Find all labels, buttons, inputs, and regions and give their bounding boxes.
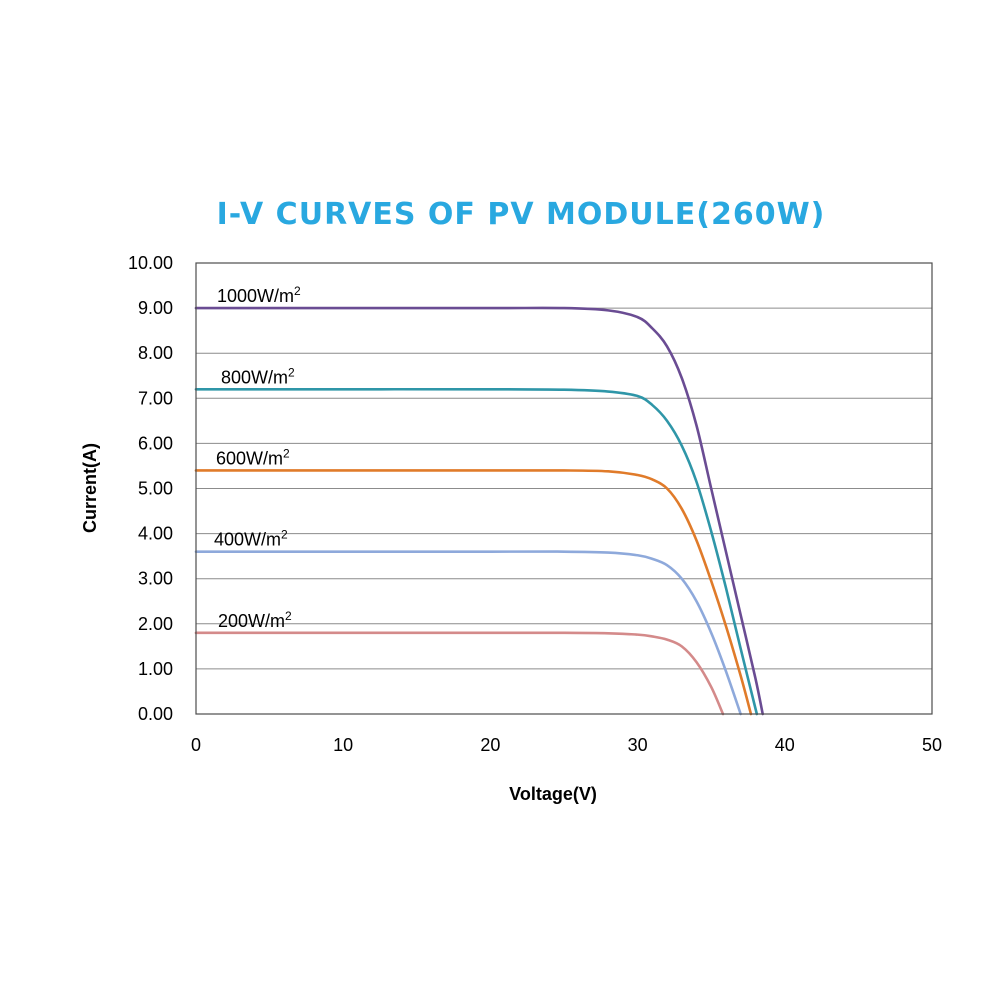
y-tick-label: 7.00 [138, 388, 173, 408]
x-tick-label: 50 [922, 735, 942, 755]
y-axis-ticks: 0.00 1.00 2.00 3.00 4.00 5.00 6.00 7.00 8.00 9.00… [128, 253, 173, 724]
y-tick-label: 4.00 [138, 524, 173, 544]
series-label: 400W/m2 [214, 528, 288, 550]
x-tick-label: 30 [628, 735, 648, 755]
y-axis-title: Current(A) [80, 443, 100, 533]
y-tick-label: 10.00 [128, 253, 173, 273]
chart-title: I-V CURVES OF PV MODULE(260W) [217, 197, 826, 232]
x-tick-label: 10 [333, 735, 353, 755]
series-curves [194, 306, 765, 716]
plot-area-frame [195, 262, 933, 715]
y-tick-label: 9.00 [138, 298, 173, 318]
y-tick-label: 5.00 [138, 479, 173, 499]
y-tick-label: 2.00 [138, 614, 173, 634]
series-label: 600W/m2 [216, 446, 290, 468]
series-line-400wm [194, 550, 742, 716]
series-line-600wm [194, 469, 753, 716]
series-line-200wm [194, 631, 725, 716]
y-tick-label: 8.00 [138, 343, 173, 363]
gridlines [196, 307, 932, 670]
series-line-1000wm [194, 306, 765, 716]
series-label: 1000W/m2 [217, 284, 301, 306]
x-tick-label: 20 [480, 735, 500, 755]
y-tick-label: 3.00 [138, 569, 173, 589]
series-line-800wm [194, 387, 759, 716]
y-tick-label: 6.00 [138, 433, 173, 453]
x-axis-title: Voltage(V) [509, 784, 597, 804]
y-tick-label: 0.00 [138, 704, 173, 724]
series-label: 200W/m2 [218, 609, 292, 631]
series-label: 800W/m2 [221, 365, 295, 387]
series-labels: 1000W/m2 800W/m2 600W/m2 400W/m2 200W/m2 [214, 284, 301, 631]
y-tick-label: 1.00 [138, 659, 173, 679]
x-tick-label: 0 [191, 735, 201, 755]
x-axis-ticks: 0 10 20 30 40 50 [191, 735, 942, 755]
x-tick-label: 40 [775, 735, 795, 755]
